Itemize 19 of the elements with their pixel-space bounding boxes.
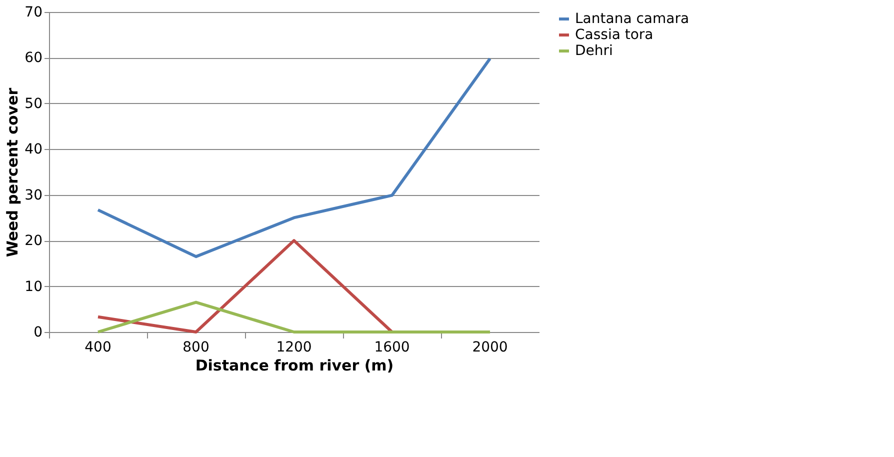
y-axis-title: Weed percent cover [4, 87, 22, 258]
x-axis-title: Distance from river (m) [195, 356, 394, 374]
y-tick-label: 40 [24, 142, 42, 158]
y-tick-label: 50 [24, 96, 42, 112]
x-tick-label: 1200 [276, 340, 312, 356]
x-tick-label: 400 [84, 340, 112, 356]
x-tick-label: 800 [182, 340, 210, 356]
y-tick-label: 20 [24, 233, 42, 250]
line-series [96, 57, 492, 258]
x-tick-label: 2000 [472, 340, 508, 356]
y-tick-label: 60 [24, 50, 42, 66]
y-tick-label: 30 [24, 187, 42, 204]
legend-label: Cassia tora [575, 27, 654, 43]
x-tick-label: 1600 [374, 340, 410, 356]
y-tick-label: 70 [24, 4, 42, 20]
legend-label: Lantana camara [575, 11, 690, 27]
y-tick-label: 0 [34, 324, 42, 340]
legend-label: Dehri [575, 43, 613, 59]
y-tick-label: 10 [24, 278, 42, 295]
